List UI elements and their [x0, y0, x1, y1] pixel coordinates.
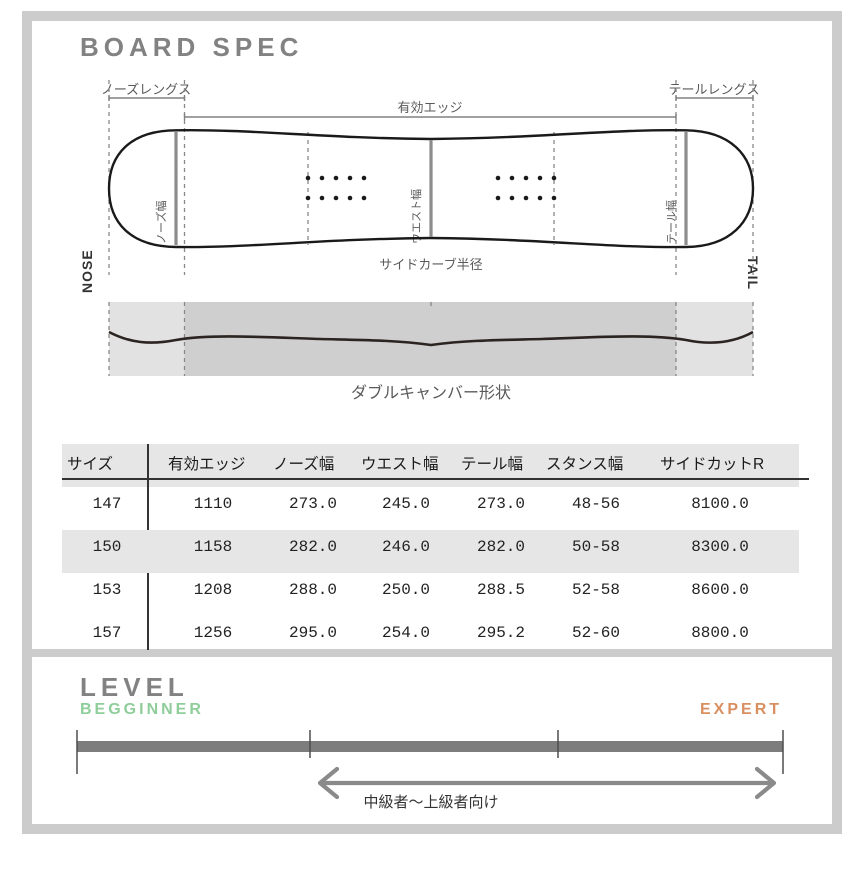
svg-text:ダブルキャンバー形状: ダブルキャンバー形状: [351, 383, 511, 402]
